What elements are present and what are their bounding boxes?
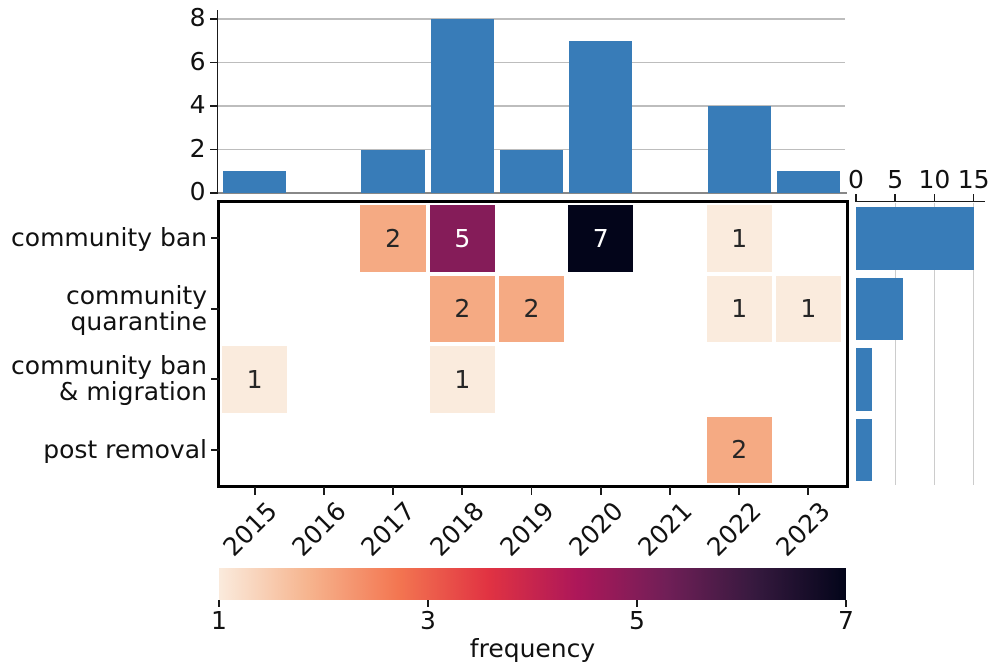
heatmap-col-tick: [530, 487, 533, 495]
colorbar-gradient: [219, 568, 846, 600]
heatmap-border: [217, 200, 849, 488]
heatmap-cell-2022-r0: 1: [706, 205, 772, 272]
colorbar-tick: [218, 600, 220, 607]
top-y-tick-label: 8: [189, 3, 206, 32]
colorbar-tick: [427, 600, 429, 607]
top-gridline: [218, 105, 845, 107]
heatmap-cell-2018-r2: 1: [429, 346, 495, 413]
right-x-tick-label: 5: [887, 165, 904, 194]
heatmap-cell-2018-r1: 2: [429, 275, 495, 342]
colorbar-tick-label: 7: [838, 606, 854, 635]
top-histogram-bar: [430, 19, 494, 193]
top-y-tick-label: 4: [189, 90, 206, 119]
right-gridline: [972, 203, 975, 485]
top-y-tick-label: 6: [189, 46, 206, 76]
top-y-tick: [209, 192, 218, 194]
heatmap-cell-2022-r3: 2: [706, 416, 772, 483]
heatmap-cell-2015-r2: 1: [222, 346, 288, 413]
colorbar-tick-label: 1: [211, 606, 227, 635]
right-histogram-bar: [856, 348, 872, 411]
heatmap-cell-2022-r1: 1: [706, 275, 772, 342]
heatmap-cell-2020-r0: 7: [568, 205, 634, 272]
heatmap-col-tick: [599, 487, 602, 495]
colorbar-axis-label: frequency: [469, 634, 596, 663]
top-y-tick: [209, 18, 218, 20]
right-x-tick-label: 15: [957, 165, 990, 194]
right-x-tick: [894, 193, 897, 202]
heatmap-row-tick: [211, 378, 219, 381]
top-histogram-bar: [223, 171, 287, 193]
top-histogram-bar: [707, 106, 771, 193]
top-y-tick-label: 0: [189, 177, 206, 206]
heatmap-cell-2023-r1: 1: [775, 275, 841, 342]
top-histogram-bar: [569, 40, 633, 193]
right-x-tick: [933, 193, 936, 202]
right-x-axis-line: [856, 200, 985, 203]
top-histogram-bar: [499, 149, 564, 193]
heatmap-col-tick: [807, 487, 810, 495]
heatmap-col-tick: [253, 487, 256, 495]
heatmap-row-label: community ban & migration: [11, 351, 207, 407]
right-gridline: [933, 203, 936, 485]
heatmap-row-tick: [211, 237, 219, 240]
top-y-tick: [209, 148, 218, 151]
right-gridline: [894, 203, 896, 485]
top-y-tick-label: 2: [189, 133, 206, 163]
heatmap-col-tick: [322, 487, 325, 495]
heatmap-row-label: post removal: [43, 434, 207, 464]
colorbar-tick-label: 5: [629, 606, 645, 635]
colorbar-tick-label: 3: [420, 606, 436, 635]
right-x-tick: [972, 193, 975, 202]
top-histogram-bar: [361, 149, 425, 193]
right-histogram-bar: [856, 277, 904, 340]
top-gridline: [218, 148, 845, 151]
heatmap-cell-2018-r0: 5: [429, 205, 495, 272]
top-y-tick: [209, 61, 218, 64]
top-y-tick: [209, 105, 218, 107]
heatmap-row-tick: [211, 448, 219, 451]
heatmap-cell-2017-r0: 2: [360, 205, 426, 272]
top-gridline: [218, 18, 845, 20]
colorbar-tick: [845, 600, 847, 607]
heatmap-row-label: community ban: [11, 223, 207, 253]
right-x-tick-label: 0: [848, 165, 864, 194]
heatmap-row-label: community quarantine: [66, 280, 207, 336]
heatmap-row-tick: [211, 307, 219, 310]
right-x-tick: [855, 193, 857, 202]
right-histogram-bar: [856, 418, 872, 481]
heatmap-col-tick: [738, 487, 741, 495]
heatmap-col-tick: [669, 487, 671, 495]
right-x-tick-label: 10: [918, 165, 951, 194]
heatmap-col-tick: [392, 487, 394, 495]
heatmap-col-tick: [461, 487, 464, 495]
top-y-axis-spine: [216, 10, 219, 194]
colorbar-tick: [636, 600, 638, 607]
top-gridline: [218, 61, 845, 64]
heatmap-cell-2019-r1: 2: [498, 275, 565, 342]
top-histogram-bar: [776, 171, 840, 193]
right-histogram-bar: [856, 207, 974, 270]
